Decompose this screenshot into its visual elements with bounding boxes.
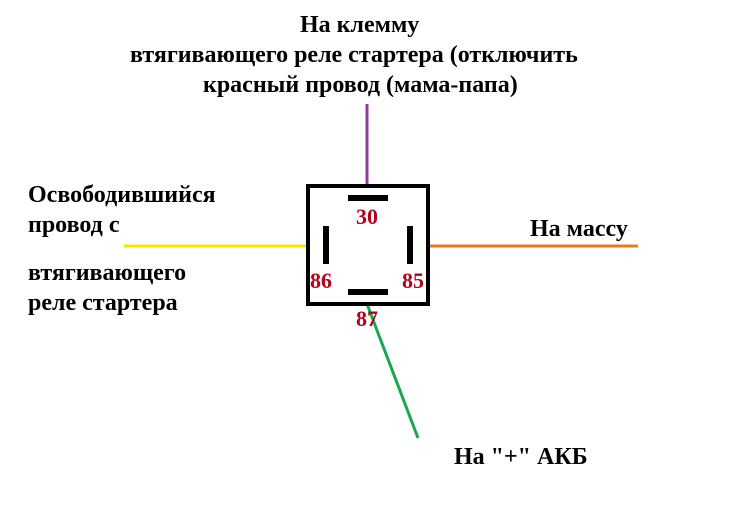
label-left-line2: провод с xyxy=(28,210,119,240)
label-left-line3: втягивающего xyxy=(28,258,186,288)
label-bottom: На "+" АКБ xyxy=(454,442,588,472)
label-top-line1: На клемму xyxy=(300,10,419,40)
label-top-line2: втягивающего реле стартера (отключить xyxy=(130,40,578,70)
label-left-line1: Освободившийся xyxy=(28,180,216,210)
pin-label-86: 86 xyxy=(310,268,332,294)
label-right: На массу xyxy=(530,214,628,244)
pin-label-87: 87 xyxy=(356,306,378,332)
label-top-line3: красный провод (мама-папа) xyxy=(203,70,518,100)
label-left-line4: реле стартера xyxy=(28,288,178,318)
pin-label-85: 85 xyxy=(402,268,424,294)
pin-label-30: 30 xyxy=(356,204,378,230)
